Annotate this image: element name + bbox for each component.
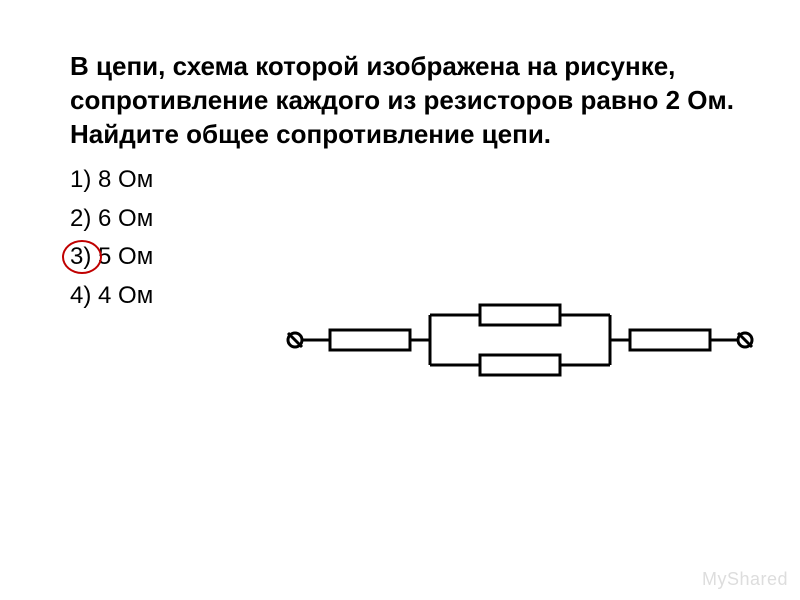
watermark: MyShared bbox=[702, 569, 788, 590]
question-text: В цепи, схема которой изображена на рису… bbox=[70, 50, 740, 151]
circuit-diagram bbox=[280, 285, 760, 405]
option-1-label: 1) 8 Ом bbox=[70, 166, 153, 193]
option-2-label: 2) 6 Ом bbox=[70, 205, 153, 232]
option-4-label: 4) 4 Ом bbox=[70, 282, 153, 309]
option-1: 1) 8 Ом bbox=[70, 161, 740, 199]
option-3: 3) 5 Ом bbox=[70, 238, 740, 276]
option-2: 2) 6 Ом bbox=[70, 200, 740, 238]
option-3-label: 3) 5 Ом bbox=[70, 243, 153, 270]
